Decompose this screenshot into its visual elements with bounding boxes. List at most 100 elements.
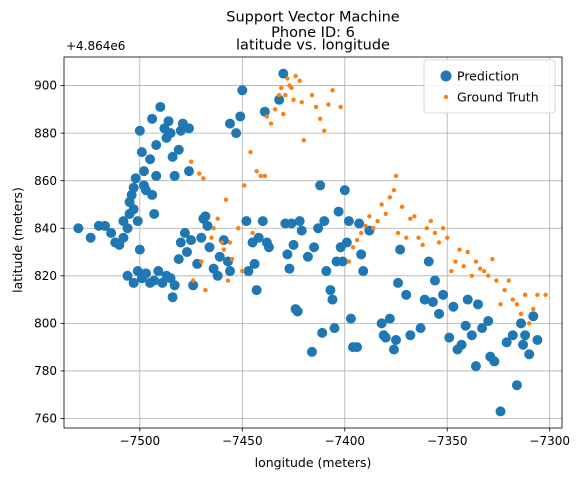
ground-truth-point [229,256,235,262]
ground-truth-point [209,235,214,240]
ground-truth-point [408,216,413,221]
prediction-point [284,263,295,274]
prediction-point [140,268,151,279]
prediction-point [145,154,156,165]
ground-truth-point [477,266,483,271]
prediction-point [339,185,350,196]
ground-truth-point [486,273,491,278]
prediction-point [106,227,117,238]
ground-truth-point [299,99,304,105]
ground-truth-point [301,138,306,143]
ground-truth-point [293,73,298,79]
ground-truth-point [498,302,503,307]
prediction-point [315,180,326,191]
prediction-point [169,280,180,291]
prediction-point [147,189,158,200]
prediction-point [444,332,455,343]
prediction-point [204,242,215,253]
ground-truth-point [283,92,288,98]
prediction-point [337,256,348,267]
ground-truth-point [371,226,376,231]
ground-truth-point [531,306,536,312]
ground-truth-point [240,268,245,274]
ground-truth-point [518,311,524,317]
ground-truth-point [367,214,372,219]
ground-truth-point [543,292,548,298]
ground-truth-point [289,85,294,91]
ground-truth-point [424,226,429,231]
prediction-point [470,361,481,372]
ground-truth-point [350,245,356,250]
ground-truth-point [227,240,233,245]
prediction-point [434,308,445,319]
ground-truth-point [535,292,540,298]
prediction-point [282,249,293,260]
legend: Prediction Ground Truth [423,59,556,114]
prediction-point [292,306,303,317]
ground-truth-point [281,111,286,117]
ground-truth-point [375,218,380,224]
legend-label-ground-truth: Ground Truth [457,90,539,105]
ground-truth-point [453,259,458,264]
ground-truth-point [346,259,352,264]
prediction-point [516,318,527,329]
axes-title: latitude vs. longitude [236,38,390,54]
ground-truth-point [412,214,417,219]
prediction-point [524,349,535,360]
prediction-point [151,139,162,150]
ground-truth-point [248,149,253,155]
ground-truth-point [199,259,204,264]
prediction-point [460,320,471,331]
prediction-point [302,251,313,262]
ground-truth-point [461,264,466,269]
ground-truth-point [395,230,401,236]
ground-truth-point [201,176,206,181]
ground-truth-point [514,302,520,307]
prediction-point [391,335,401,346]
plot-frame [63,56,563,429]
prediction-point [99,220,110,231]
prediction-point [306,346,317,357]
ground-truth-point [502,287,507,293]
ground-truth-point [469,273,475,278]
prediction-point [319,216,330,227]
prediction-point [151,170,162,181]
prediction-point [415,323,426,334]
ground-truth-point [445,235,450,240]
ground-truth-point [268,121,274,126]
prediction-point [214,251,225,262]
ground-truth-point [354,237,360,243]
prediction-point [128,182,139,193]
ground-truth-point [203,287,208,293]
legend-label-prediction: Prediction [457,69,519,84]
ground-truth-point [457,247,462,252]
prediction-point [225,266,235,277]
prediction-point [134,244,145,255]
legend-marker-prediction [440,70,452,82]
legend-marker-ground-truth [443,94,449,100]
prediction-point [427,296,438,307]
ground-truth-point [420,242,425,248]
prediction-point [186,235,197,246]
prediction-point [241,216,252,227]
ground-truth-point [223,197,229,202]
prediction-point [259,106,270,117]
prediction-point [225,118,235,129]
prediction-point [472,299,483,310]
prediction-point [477,323,488,334]
y-tick-label: 780 [34,364,57,378]
ground-truth-point [219,240,225,245]
prediction-point [118,232,129,243]
prediction-point [384,313,395,324]
prediction-point [128,277,139,288]
x-tick-label: −7350 [427,434,468,448]
prediction-point [212,270,223,281]
prediction-point [237,85,248,96]
prediction-point [405,330,416,341]
prediction-point [147,113,158,124]
prediction-point [354,218,365,229]
ground-truth-point [242,183,247,188]
prediction-point [169,170,180,181]
prediction-point [495,406,506,417]
